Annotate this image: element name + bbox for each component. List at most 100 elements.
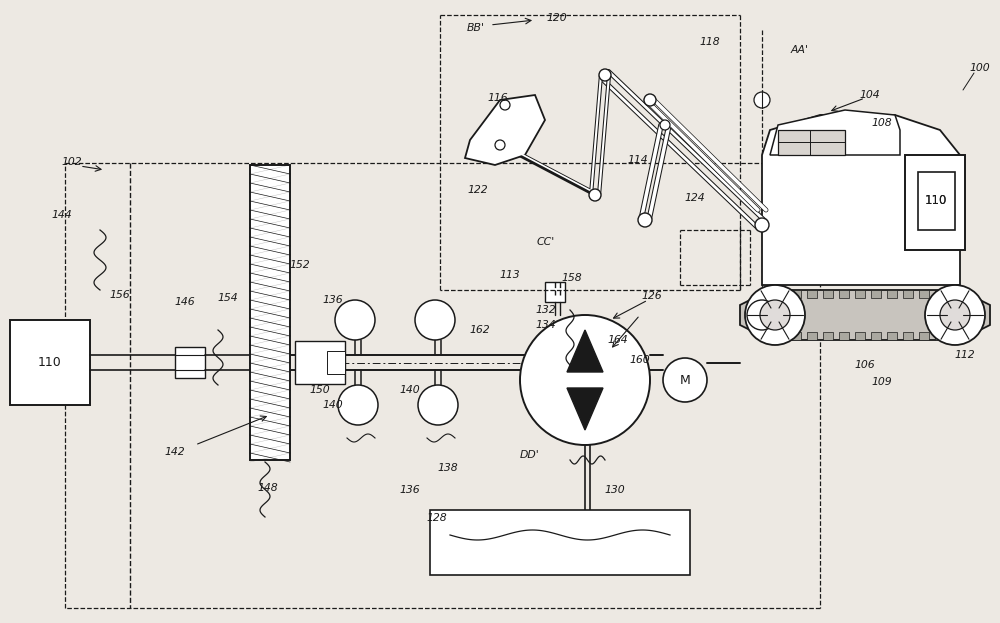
Polygon shape bbox=[762, 115, 960, 285]
Text: 104: 104 bbox=[860, 90, 880, 100]
Circle shape bbox=[599, 69, 611, 81]
Polygon shape bbox=[567, 330, 603, 372]
Bar bbox=[545, 282, 565, 302]
Polygon shape bbox=[567, 388, 603, 430]
Text: 164: 164 bbox=[608, 335, 628, 345]
Text: 124: 124 bbox=[685, 193, 705, 203]
Text: 120: 120 bbox=[547, 13, 567, 23]
Text: 136: 136 bbox=[323, 295, 343, 305]
Text: 140: 140 bbox=[323, 400, 343, 410]
Bar bbox=[775, 332, 785, 340]
Bar bbox=[10, 320, 90, 405]
Circle shape bbox=[660, 120, 670, 130]
Bar bbox=[903, 332, 913, 340]
Text: AA': AA' bbox=[791, 45, 809, 55]
Circle shape bbox=[754, 92, 770, 108]
Circle shape bbox=[747, 300, 777, 330]
Bar bbox=[935, 290, 945, 298]
Text: 106: 106 bbox=[855, 360, 875, 370]
Bar bbox=[919, 332, 929, 340]
Bar bbox=[807, 290, 817, 298]
Circle shape bbox=[760, 300, 790, 330]
Bar bbox=[855, 332, 865, 340]
Text: 118: 118 bbox=[700, 37, 720, 47]
Bar bbox=[430, 510, 690, 575]
Text: 110: 110 bbox=[38, 356, 62, 369]
Circle shape bbox=[418, 385, 458, 425]
Bar bbox=[871, 332, 881, 340]
Bar bbox=[775, 290, 785, 298]
Bar bbox=[839, 290, 849, 298]
Text: 126: 126 bbox=[642, 291, 662, 301]
Circle shape bbox=[940, 300, 970, 330]
Bar bbox=[823, 332, 833, 340]
Circle shape bbox=[338, 385, 378, 425]
Bar bbox=[791, 290, 801, 298]
Text: 110: 110 bbox=[925, 194, 947, 206]
Bar bbox=[905, 155, 965, 250]
Text: 154: 154 bbox=[218, 293, 238, 303]
Text: 152: 152 bbox=[290, 260, 310, 270]
Bar bbox=[823, 290, 833, 298]
Text: 160: 160 bbox=[630, 355, 650, 365]
Bar bbox=[951, 332, 961, 340]
Text: 146: 146 bbox=[175, 297, 195, 307]
Circle shape bbox=[500, 100, 510, 110]
Text: 142: 142 bbox=[165, 447, 185, 457]
Text: BB': BB' bbox=[467, 23, 485, 33]
Bar bbox=[791, 332, 801, 340]
Bar bbox=[807, 332, 817, 340]
Bar bbox=[327, 351, 345, 374]
Polygon shape bbox=[740, 290, 990, 340]
Text: 122: 122 bbox=[468, 185, 488, 195]
Bar bbox=[250, 165, 290, 460]
Circle shape bbox=[520, 315, 650, 445]
Bar bbox=[935, 332, 945, 340]
Text: 108: 108 bbox=[872, 118, 892, 128]
Circle shape bbox=[335, 300, 375, 340]
Text: 150: 150 bbox=[310, 385, 330, 395]
Bar bbox=[919, 290, 929, 298]
Circle shape bbox=[745, 285, 805, 345]
Bar bbox=[871, 290, 881, 298]
Bar bbox=[295, 341, 345, 384]
Circle shape bbox=[415, 300, 455, 340]
Bar bbox=[903, 290, 913, 298]
Text: 136: 136 bbox=[400, 485, 420, 495]
Circle shape bbox=[644, 94, 656, 106]
Text: 140: 140 bbox=[400, 385, 420, 395]
Text: DD': DD' bbox=[520, 450, 540, 460]
Circle shape bbox=[495, 140, 505, 150]
Text: 162: 162 bbox=[470, 325, 490, 335]
Bar bbox=[951, 290, 961, 298]
Bar bbox=[778, 130, 845, 155]
Circle shape bbox=[925, 285, 985, 345]
Circle shape bbox=[663, 358, 707, 402]
Bar bbox=[175, 347, 205, 378]
Text: 116: 116 bbox=[488, 93, 508, 103]
Bar bbox=[887, 332, 897, 340]
Text: 132: 132 bbox=[536, 305, 556, 315]
Bar bbox=[839, 332, 849, 340]
Text: 128: 128 bbox=[427, 513, 447, 523]
Text: 130: 130 bbox=[605, 485, 625, 495]
Text: 112: 112 bbox=[955, 350, 975, 360]
Text: CC': CC' bbox=[537, 237, 555, 247]
Text: 138: 138 bbox=[438, 463, 458, 473]
Text: 113: 113 bbox=[500, 270, 520, 280]
Circle shape bbox=[638, 213, 652, 227]
Text: 158: 158 bbox=[562, 273, 582, 283]
Circle shape bbox=[755, 218, 769, 232]
Bar bbox=[918, 172, 955, 230]
Text: 144: 144 bbox=[52, 210, 72, 220]
Text: 109: 109 bbox=[872, 377, 892, 387]
Text: 102: 102 bbox=[62, 157, 82, 167]
Text: 156: 156 bbox=[110, 290, 130, 300]
Text: 114: 114 bbox=[628, 155, 648, 165]
Bar bbox=[887, 290, 897, 298]
Polygon shape bbox=[770, 110, 900, 155]
Text: 110: 110 bbox=[925, 194, 947, 206]
Text: 148: 148 bbox=[258, 483, 278, 493]
Text: 100: 100 bbox=[970, 63, 990, 73]
Circle shape bbox=[589, 189, 601, 201]
